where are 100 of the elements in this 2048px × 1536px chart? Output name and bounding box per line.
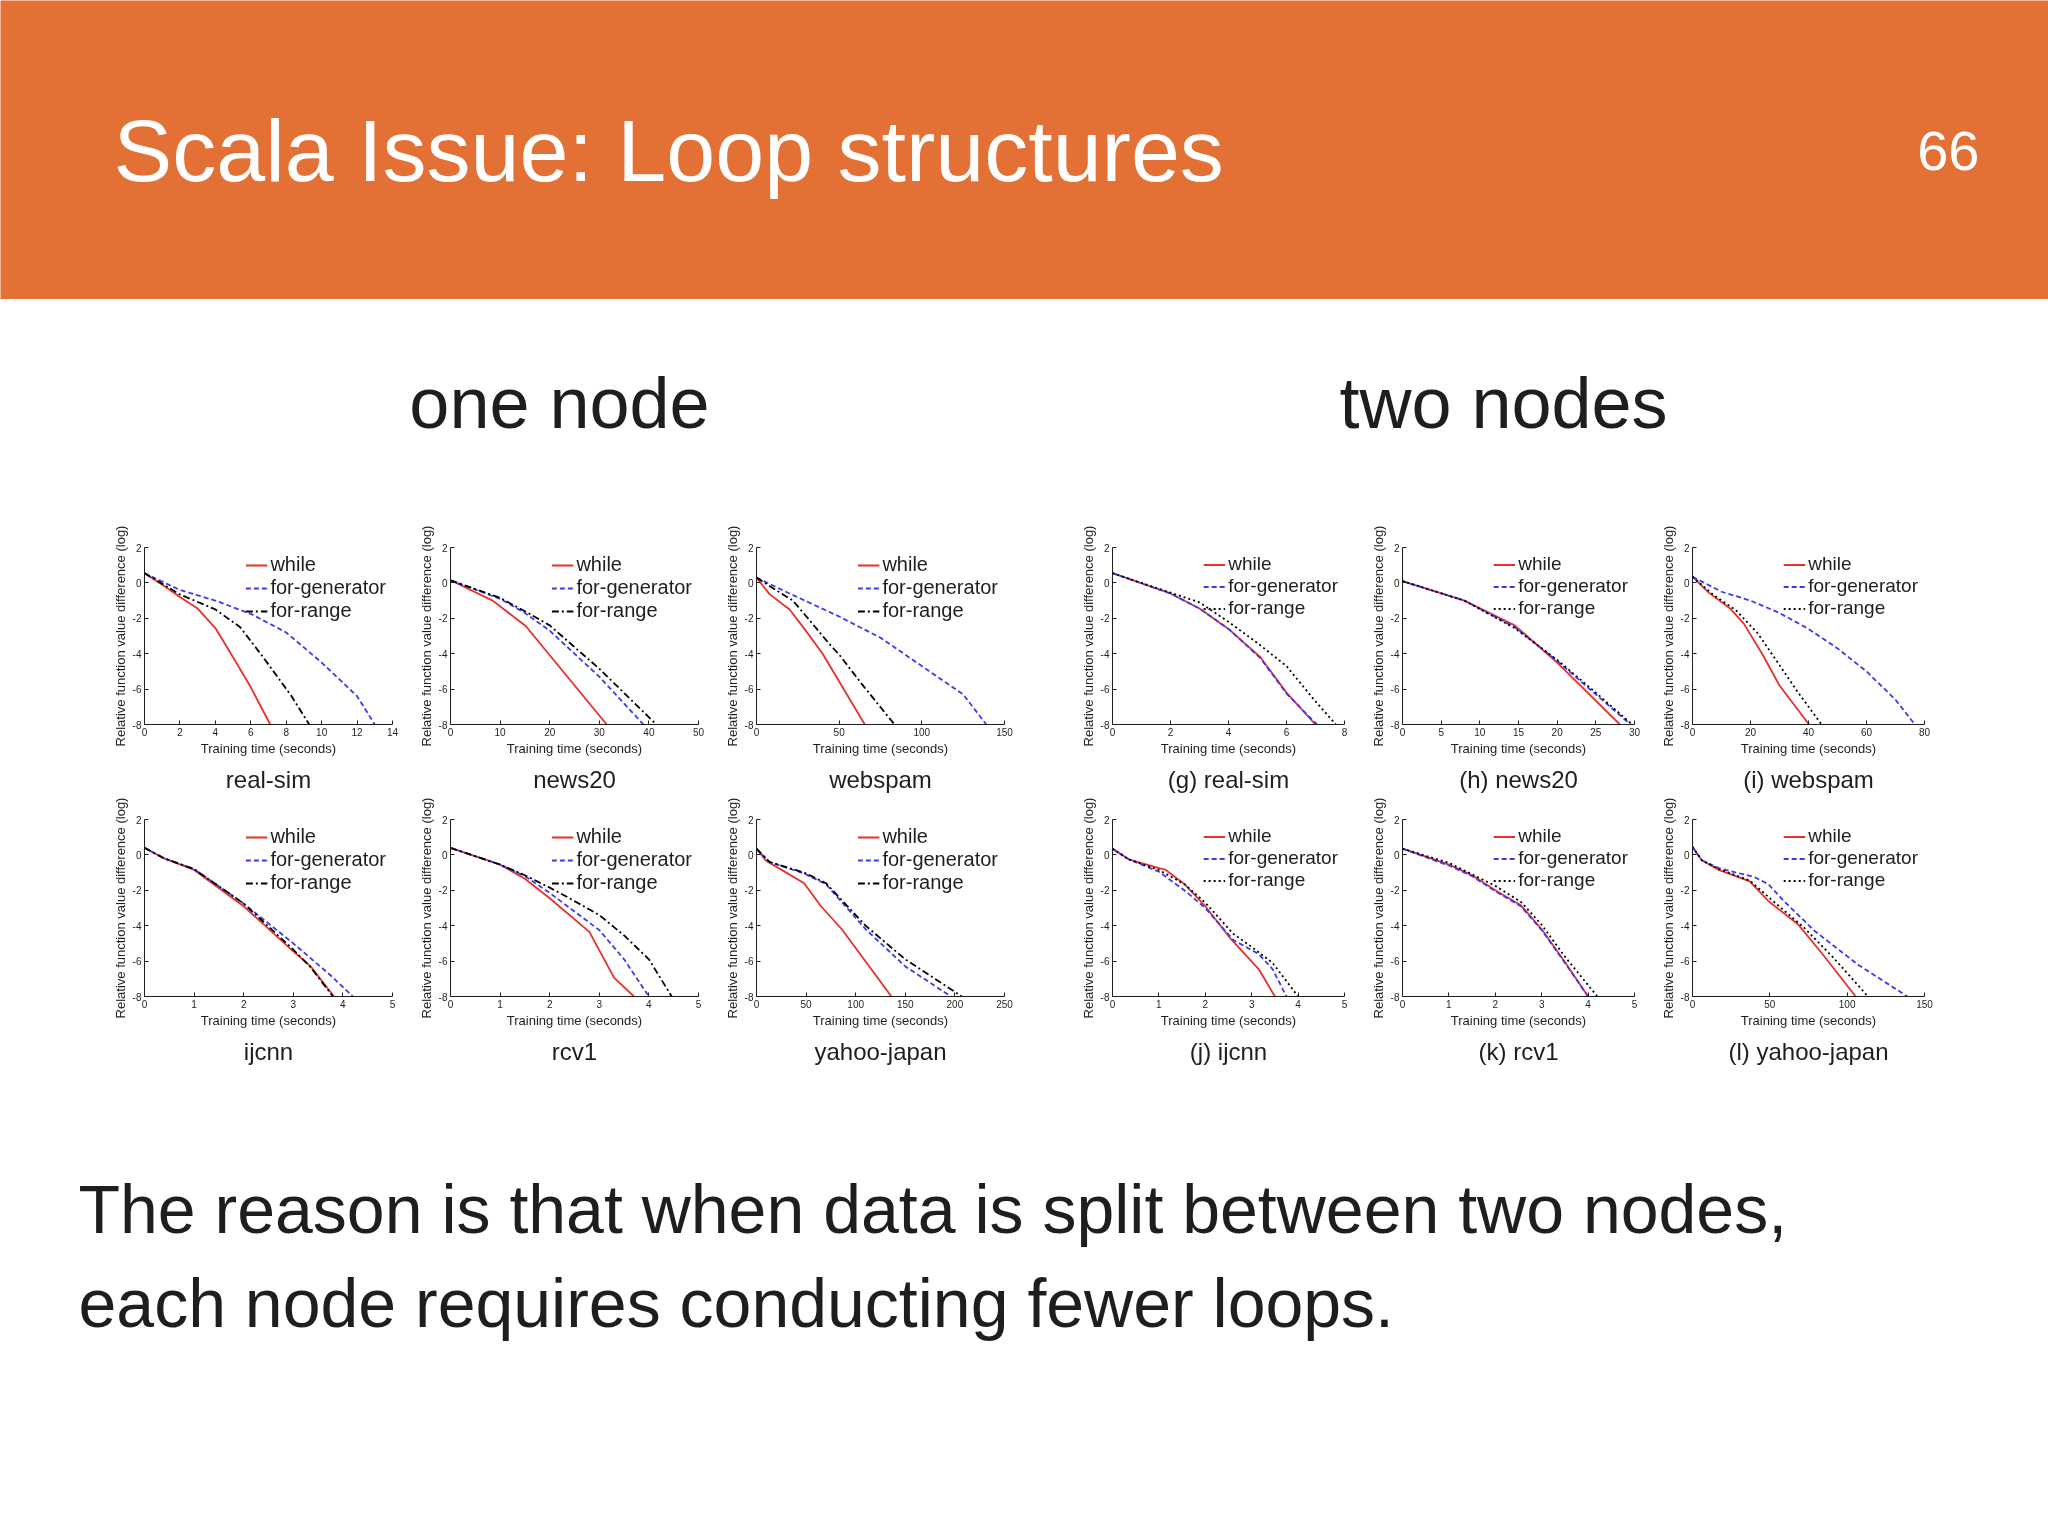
legend-label: while — [1228, 825, 1272, 847]
x-tick-label: 30 — [593, 726, 606, 738]
x-tick-label: 14 — [386, 726, 399, 738]
legend-label: for-range — [1228, 869, 1306, 891]
x-tick-label: 200 — [946, 998, 964, 1010]
y-tick-label: -2 — [1100, 613, 1110, 625]
legend-label: for-range — [1808, 597, 1886, 619]
text: Scala Issue: Loop structures — [113, 101, 1224, 200]
y-tick-label: 0 — [1393, 577, 1400, 589]
legend-label: for-generator — [1518, 575, 1628, 597]
y-tick-label: -4 — [132, 920, 142, 932]
x-tick-label: 15 — [1512, 726, 1525, 738]
y-tick-label: -2 — [438, 885, 448, 897]
x-axis-title: Training time (seconds) — [1740, 1012, 1877, 1028]
x-tick-label: 10 — [316, 726, 328, 738]
x-tick-label: 1 — [1156, 998, 1163, 1010]
y-tick-label: -4 — [132, 648, 142, 660]
legend-label: for-generator — [1228, 575, 1338, 597]
y-tick-label: -2 — [438, 613, 448, 625]
text: (i) webspam — [1743, 765, 1874, 793]
text: real-sim — [225, 765, 312, 793]
y-tick-label: -8 — [1100, 991, 1110, 1003]
y-tick-label: 2 — [747, 814, 754, 826]
y-tick-label: 0 — [747, 849, 754, 861]
x-tick-label: 2 — [546, 998, 553, 1010]
x-axis-title: Training time (seconds) — [812, 1012, 949, 1028]
y-tick-label: -2 — [744, 613, 754, 625]
y-tick-label: -8 — [1390, 991, 1400, 1003]
x-tick-label: 100 — [1838, 998, 1856, 1010]
x-tick-label: 3 — [1538, 998, 1545, 1010]
x-tick-label: 10 — [494, 726, 507, 738]
x-axis-title: Training time (seconds) — [200, 1012, 337, 1028]
y-tick-label: -8 — [1390, 719, 1400, 731]
y-axis-title: Relative function value difference (log) — [1080, 525, 1096, 747]
y-tick-label: -6 — [744, 956, 754, 968]
x-tick-label: 50 — [833, 726, 846, 738]
x-tick-label: 5 — [1341, 998, 1348, 1010]
legend-label: for-range — [882, 871, 964, 894]
x-tick-label: 2 — [177, 726, 184, 738]
y-tick-label: -4 — [1100, 648, 1110, 660]
text: (l) yahoo-japan — [1728, 1037, 1889, 1065]
y-tick-label: 2 — [441, 542, 448, 554]
x-tick-label: 80 — [1918, 726, 1931, 738]
y-tick-label: -8 — [132, 991, 142, 1003]
y-tick-label: -6 — [132, 956, 142, 968]
x-tick-label: 5 — [1438, 726, 1445, 738]
y-tick-label: -6 — [1680, 684, 1690, 696]
x-tick-label: 150 — [996, 726, 1014, 738]
legend-label: for-generator — [882, 576, 998, 599]
y-axis-title: Relative function value difference (log) — [1370, 525, 1386, 747]
x-axis-title: Training time (seconds) — [1160, 1012, 1297, 1028]
x-tick-label: 20 — [1551, 726, 1564, 738]
y-tick-label: -6 — [132, 684, 142, 696]
y-tick-label: -8 — [1680, 719, 1690, 731]
x-axis-title: Training time (seconds) — [1450, 740, 1587, 756]
legend-label: while — [1518, 553, 1562, 575]
y-tick-label: -4 — [744, 648, 754, 660]
y-tick-label: -2 — [744, 885, 754, 897]
text: The reason is that when data is split between two nodes, each node requires conducting fewer loops. — [78, 1170, 1788, 1341]
y-tick-label: 0 — [1683, 849, 1690, 861]
text: (h) news20 — [1459, 765, 1578, 793]
y-tick-label: -2 — [1680, 885, 1690, 897]
x-tick-label: 50 — [692, 726, 705, 738]
legend-label: for-generator — [270, 848, 386, 871]
y-tick-label: 2 — [1683, 814, 1690, 826]
y-tick-label: -6 — [438, 684, 448, 696]
legend-label: for-generator — [882, 848, 998, 871]
legend-label: for-range — [1518, 597, 1596, 619]
y-tick-label: -2 — [1680, 613, 1690, 625]
y-axis-title: Relative function value difference (log) — [418, 525, 434, 747]
x-tick-label: 2 — [1202, 998, 1209, 1010]
y-tick-label: 2 — [135, 814, 142, 826]
legend-label: for-range — [1518, 869, 1596, 891]
y-tick-label: 0 — [135, 849, 142, 861]
text: (j) ijcnn — [1189, 1037, 1268, 1065]
y-tick-label: -8 — [1680, 991, 1690, 1003]
y-tick-label: -6 — [1100, 956, 1110, 968]
y-axis-title: Relative function value difference (log) — [724, 797, 740, 1019]
legend-label: for-range — [270, 599, 352, 622]
text: rcv1 — [551, 1037, 598, 1065]
x-tick-label: 20 — [544, 726, 556, 738]
legend-label: while — [576, 553, 622, 576]
x-axis-title: Training time (seconds) — [506, 740, 643, 756]
x-tick-label: 60 — [1860, 726, 1873, 738]
x-tick-label: 25 — [1590, 726, 1602, 738]
x-tick-label: 4 — [340, 998, 347, 1010]
x-tick-label: 1 — [191, 998, 198, 1010]
y-tick-label: 0 — [1393, 849, 1400, 861]
y-tick-label: 2 — [1393, 814, 1400, 826]
y-tick-label: 0 — [747, 577, 754, 589]
y-tick-label: -4 — [438, 920, 448, 932]
y-tick-label: 2 — [441, 814, 448, 826]
legend-label: for-generator — [576, 848, 692, 871]
x-tick-label: 1 — [497, 998, 504, 1010]
x-tick-label: 2 — [240, 998, 247, 1010]
y-tick-label: 2 — [1683, 542, 1690, 554]
x-tick-label: 2 — [1167, 726, 1174, 738]
y-tick-label: 0 — [1683, 577, 1690, 589]
x-axis-title: Training time (seconds) — [1160, 740, 1297, 756]
y-axis-title: Relative function value difference (log) — [112, 525, 128, 747]
